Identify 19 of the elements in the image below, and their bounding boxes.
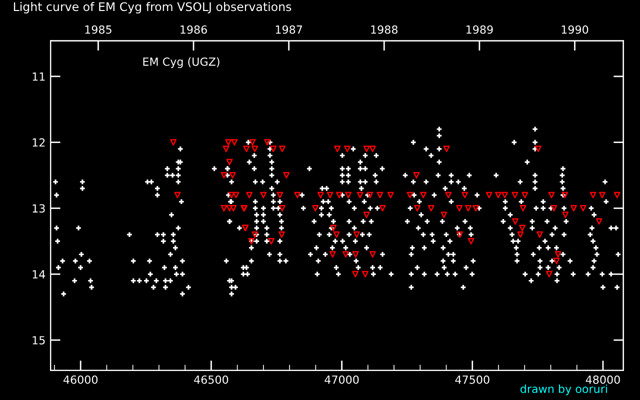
x2-tick-label: 1987 xyxy=(276,25,302,34)
x-tick-label: 47500 xyxy=(455,375,490,384)
x2-tick-label: 1988 xyxy=(371,25,398,34)
x-tick-label: 48000 xyxy=(586,375,620,384)
x2-tick-label: 1986 xyxy=(180,25,207,34)
y-tick-label: 12 xyxy=(32,138,45,147)
x2-tick-label: 1985 xyxy=(85,25,112,34)
x2-tick-label: 1990 xyxy=(562,25,588,34)
x-tick-label: 46500 xyxy=(194,375,228,384)
y-tick-label: 14 xyxy=(32,270,46,278)
y-tick-label: 11 xyxy=(32,72,45,81)
annotation: EM Cyg (UGZ) xyxy=(143,57,220,68)
y-tick-label: 13 xyxy=(32,204,45,213)
text: drawn by ooruri xyxy=(520,384,607,396)
x2-tick-label: 1989 xyxy=(466,25,493,34)
x-tick-label: 47000 xyxy=(324,375,359,384)
y-tick-label: 15 xyxy=(32,336,45,344)
chart-title: Light curve of EM Cyg from VSOLJ observations xyxy=(14,2,292,14)
x-tick-label: 46000 xyxy=(63,375,98,384)
